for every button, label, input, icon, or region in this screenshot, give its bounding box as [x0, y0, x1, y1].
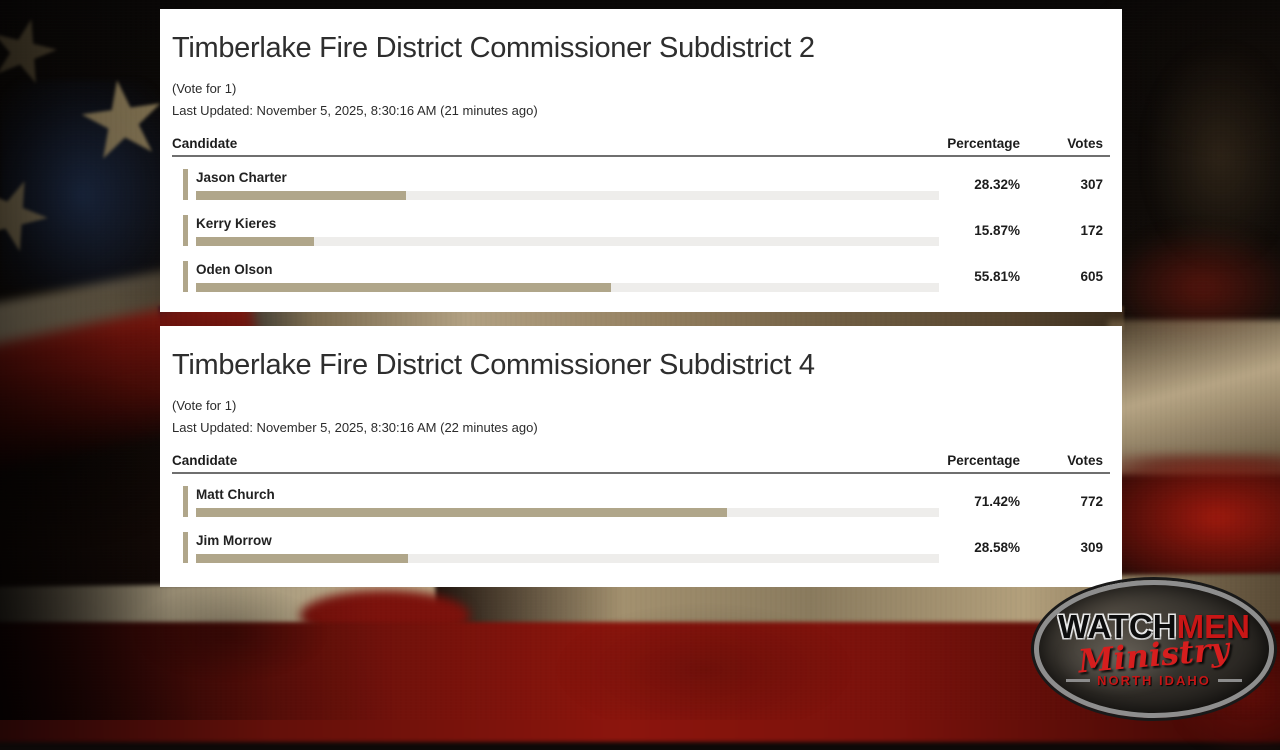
candidate-name: Matt Church — [196, 487, 275, 502]
contest-panel-subdistrict-4: Timberlake Fire District Commissioner Su… — [160, 326, 1122, 587]
votes-value: 605 — [1080, 269, 1103, 284]
column-header-votes: Votes — [1067, 136, 1103, 151]
vote-share-bar-track — [196, 283, 939, 292]
flag-red-wave — [300, 590, 470, 642]
vote-share-bar-track — [196, 237, 939, 246]
votes-value: 309 — [1080, 540, 1103, 555]
flag-star-icon: ★ — [0, 151, 69, 277]
percentage-value: 55.81% — [974, 269, 1020, 284]
vote-for-note: (Vote for 1) — [172, 398, 237, 413]
contest-title: Timberlake Fire District Commissioner Su… — [172, 32, 815, 64]
last-updated-timestamp: Last Updated: November 5, 2025, 8:30:16 … — [172, 420, 538, 435]
flag-tan-patch-right — [1108, 320, 1280, 475]
row-accent-bar — [183, 215, 188, 246]
vote-share-bar-track — [196, 554, 939, 563]
percentage-value: 28.58% — [974, 540, 1020, 555]
candidate-cell: Kerry Kieres — [196, 215, 939, 246]
percentage-value: 28.32% — [974, 177, 1020, 192]
results-table-header: Candidate Percentage Votes — [172, 136, 1110, 151]
logo-title: WATCHMEN — [1058, 610, 1250, 643]
logo-dash-left — [1066, 679, 1091, 682]
flag-red-patch-right-lower — [1106, 455, 1280, 580]
row-accent-bar — [183, 486, 188, 517]
flag-texture-right — [1150, 50, 1280, 260]
logo-dash-right — [1217, 679, 1242, 682]
logo-region-row: NORTH IDAHO — [1066, 673, 1242, 688]
flag-star-icon: ★ — [0, 0, 72, 105]
vote-share-bar-fill — [196, 554, 409, 563]
column-header-percentage: Percentage — [947, 136, 1020, 151]
candidate-cell: Matt Church — [196, 486, 939, 517]
votes-value: 172 — [1080, 223, 1103, 238]
table-row: Jim Morrow 28.58% 309 — [172, 529, 1110, 566]
results-table-header: Candidate Percentage Votes — [172, 453, 1110, 468]
candidate-cell: Jason Charter — [196, 169, 939, 200]
column-header-candidate: Candidate — [172, 136, 238, 151]
row-accent-bar — [183, 169, 188, 200]
last-updated-timestamp: Last Updated: November 5, 2025, 8:30:16 … — [172, 103, 538, 118]
logo-region-label: NORTH IDAHO — [1097, 673, 1211, 688]
table-row: Oden Olson 55.81% 605 — [172, 258, 1110, 295]
vote-share-bar-fill — [196, 283, 611, 292]
votes-value: 772 — [1080, 494, 1103, 509]
row-accent-bar — [183, 261, 188, 292]
percentage-value: 71.42% — [974, 494, 1020, 509]
vote-share-bar-fill — [196, 237, 314, 246]
column-header-candidate: Candidate — [172, 453, 238, 468]
flag-red-patch-right — [1112, 230, 1280, 345]
candidate-name: Oden Olson — [196, 262, 273, 277]
candidate-name: Jim Morrow — [196, 533, 272, 548]
header-divider — [172, 472, 1110, 474]
logo-word-men: MEN — [1176, 608, 1250, 645]
logo-word-watch: WATCH — [1058, 608, 1177, 645]
candidate-cell: Oden Olson — [196, 261, 939, 292]
vote-share-bar-track — [196, 508, 939, 517]
column-header-votes: Votes — [1067, 453, 1103, 468]
candidate-cell: Jim Morrow — [196, 532, 939, 563]
contest-title: Timberlake Fire District Commissioner Su… — [172, 349, 815, 381]
percentage-value: 15.87% — [974, 223, 1020, 238]
logo-sheen — [1057, 623, 1184, 694]
candidate-name: Kerry Kieres — [196, 216, 277, 231]
votes-value: 307 — [1080, 177, 1103, 192]
header-divider — [172, 155, 1110, 157]
contest-panel-subdistrict-2: Timberlake Fire District Commissioner Su… — [160, 9, 1122, 312]
table-row: Kerry Kieres 15.87% 172 — [172, 212, 1110, 249]
candidate-name: Jason Charter — [196, 170, 287, 185]
vote-for-note: (Vote for 1) — [172, 81, 237, 96]
vote-share-bar-track — [196, 191, 939, 200]
vote-share-bar-fill — [196, 508, 727, 517]
column-header-percentage: Percentage — [947, 453, 1020, 468]
row-accent-bar — [183, 532, 188, 563]
watchmen-ministry-logo: WATCHMEN Ministry NORTH IDAHO — [1034, 580, 1274, 718]
table-row: Jason Charter 28.32% 307 — [172, 166, 1110, 203]
table-row: Matt Church 71.42% 772 — [172, 483, 1110, 520]
vote-share-bar-fill — [196, 191, 407, 200]
